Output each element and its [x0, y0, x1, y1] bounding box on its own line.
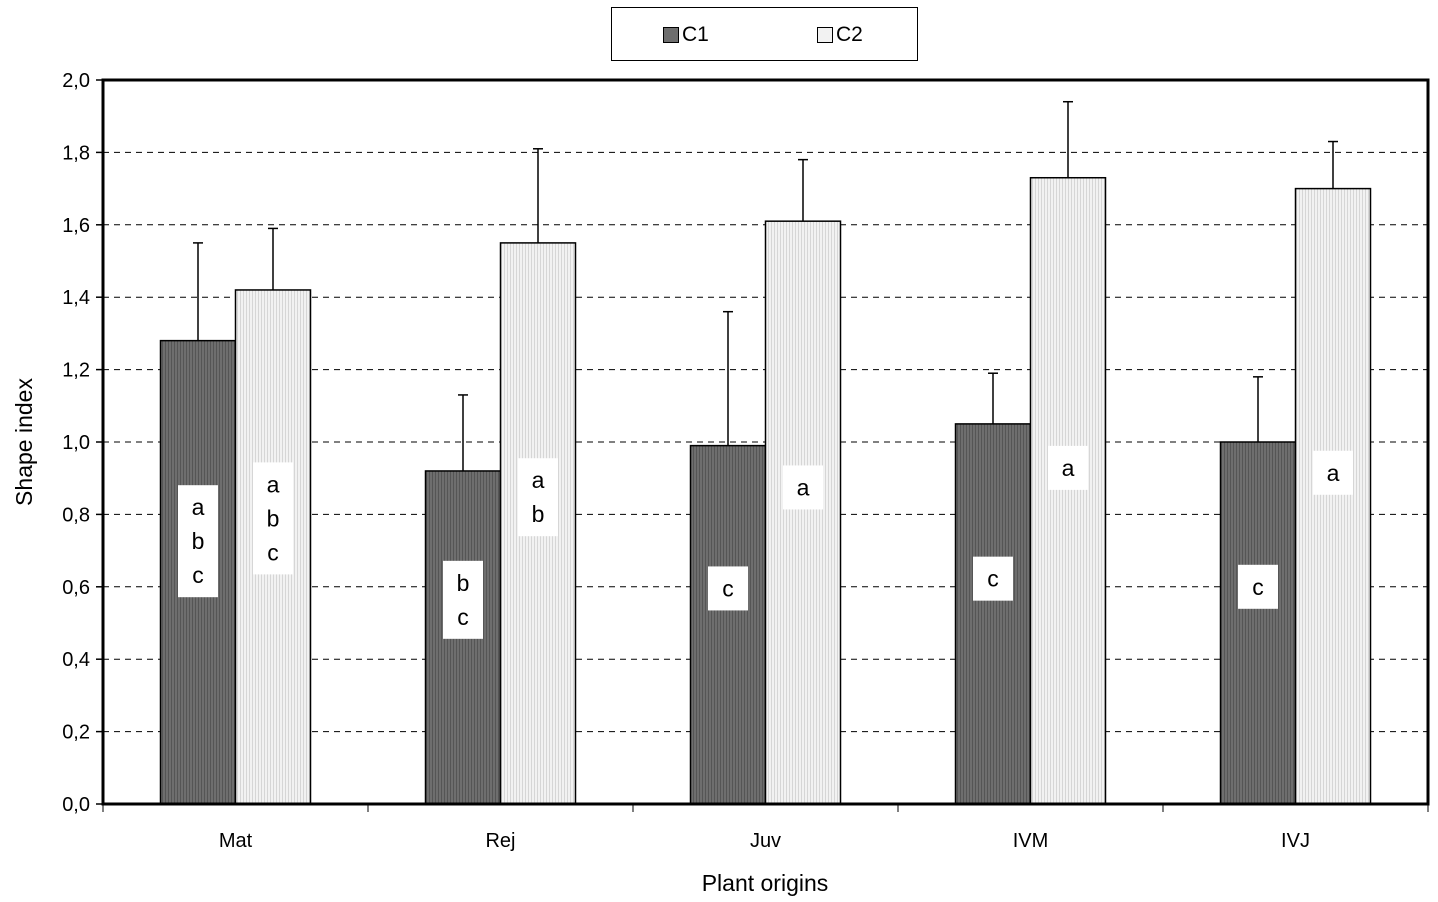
legend-swatch-c2: [817, 27, 833, 43]
y-tick-label: 1,0: [62, 432, 90, 454]
bar-c1: [1219, 441, 1297, 805]
x-category-label: Rej: [485, 830, 515, 852]
significance-label: c: [1238, 564, 1278, 609]
y-tick-label: 1,2: [62, 360, 90, 382]
significance-label: a: [1048, 445, 1088, 490]
x-category-label: Juv: [750, 830, 781, 852]
significance-letter: a: [797, 474, 810, 500]
significance-label: abc: [178, 485, 218, 598]
significance-label: a: [1313, 450, 1353, 495]
bar-c2: [764, 220, 842, 805]
y-tick-label: 2,0: [62, 70, 90, 92]
x-category-label: Mat: [219, 830, 253, 852]
significance-letter: b: [457, 570, 470, 596]
significance-letter: a: [192, 494, 205, 520]
x-category-label: IVJ: [1281, 830, 1310, 852]
x-category-label: IVM: [1013, 830, 1049, 852]
bar-c1: [954, 423, 1032, 805]
y-tick-label: 1,4: [62, 287, 90, 309]
significance-letter: c: [192, 562, 204, 588]
significance-label-box: [973, 556, 1013, 601]
axes: 0,0 0,2 0,4 0,6 0,8 1,0 1,2 1,4 1,6 1,8 2,0 Mat Rej J…: [62, 70, 1429, 852]
significance-label-box: [443, 560, 483, 639]
significance-label: bc: [443, 560, 483, 639]
significance-letter: a: [267, 471, 280, 497]
y-axis-title: Shape index: [11, 378, 37, 506]
significance-label: abc: [253, 462, 293, 575]
significance-label-box: [178, 485, 218, 598]
y-tick-label: 0,8: [62, 504, 90, 526]
significance-letter: a: [532, 467, 545, 493]
significance-letter: c: [267, 539, 279, 565]
significance-label-box: [1048, 445, 1088, 490]
significance-label: ab: [518, 458, 558, 537]
significance-label-box: [783, 465, 823, 510]
significance-letter: b: [267, 505, 280, 531]
significance-letter: a: [1327, 460, 1340, 486]
significance-label: c: [973, 556, 1013, 601]
significance-letter: c: [987, 566, 999, 592]
significance-letter: c: [722, 575, 734, 601]
bar-c2: [1029, 176, 1107, 805]
y-tick-label: 1,6: [62, 215, 90, 237]
significance-letter: c: [1252, 574, 1264, 600]
significance-label-box: [253, 462, 293, 575]
y-tick-label: 0,2: [62, 722, 90, 744]
significance-label-box: [1238, 564, 1278, 609]
legend-item-c2: C2: [817, 23, 863, 47]
significance-label-box: [1313, 450, 1353, 495]
legend: C1 C2: [611, 7, 918, 61]
y-tick-label: 1,8: [62, 142, 90, 164]
legend-label-c2: C2: [836, 23, 863, 46]
significance-letter: b: [532, 501, 545, 527]
significance-label-box: [518, 458, 558, 537]
legend-label-c1: C1: [682, 23, 709, 46]
legend-swatch-c1: [663, 27, 679, 43]
significance-letter: a: [1062, 455, 1075, 481]
significance-letter: b: [192, 528, 205, 554]
y-tick-label: 0,6: [62, 577, 90, 599]
bar-c1: [689, 444, 767, 805]
y-tick-label: 0,0: [62, 794, 90, 816]
significance-label: a: [783, 465, 823, 510]
bar-c2: [1294, 187, 1372, 805]
significance-label: c: [708, 566, 748, 611]
x-axis-title: Plant origins: [702, 870, 829, 896]
legend-item-c1: C1: [663, 23, 709, 47]
significance-label-box: [708, 566, 748, 611]
significance-letter: c: [457, 604, 469, 630]
y-tick-label: 0,4: [62, 649, 90, 671]
